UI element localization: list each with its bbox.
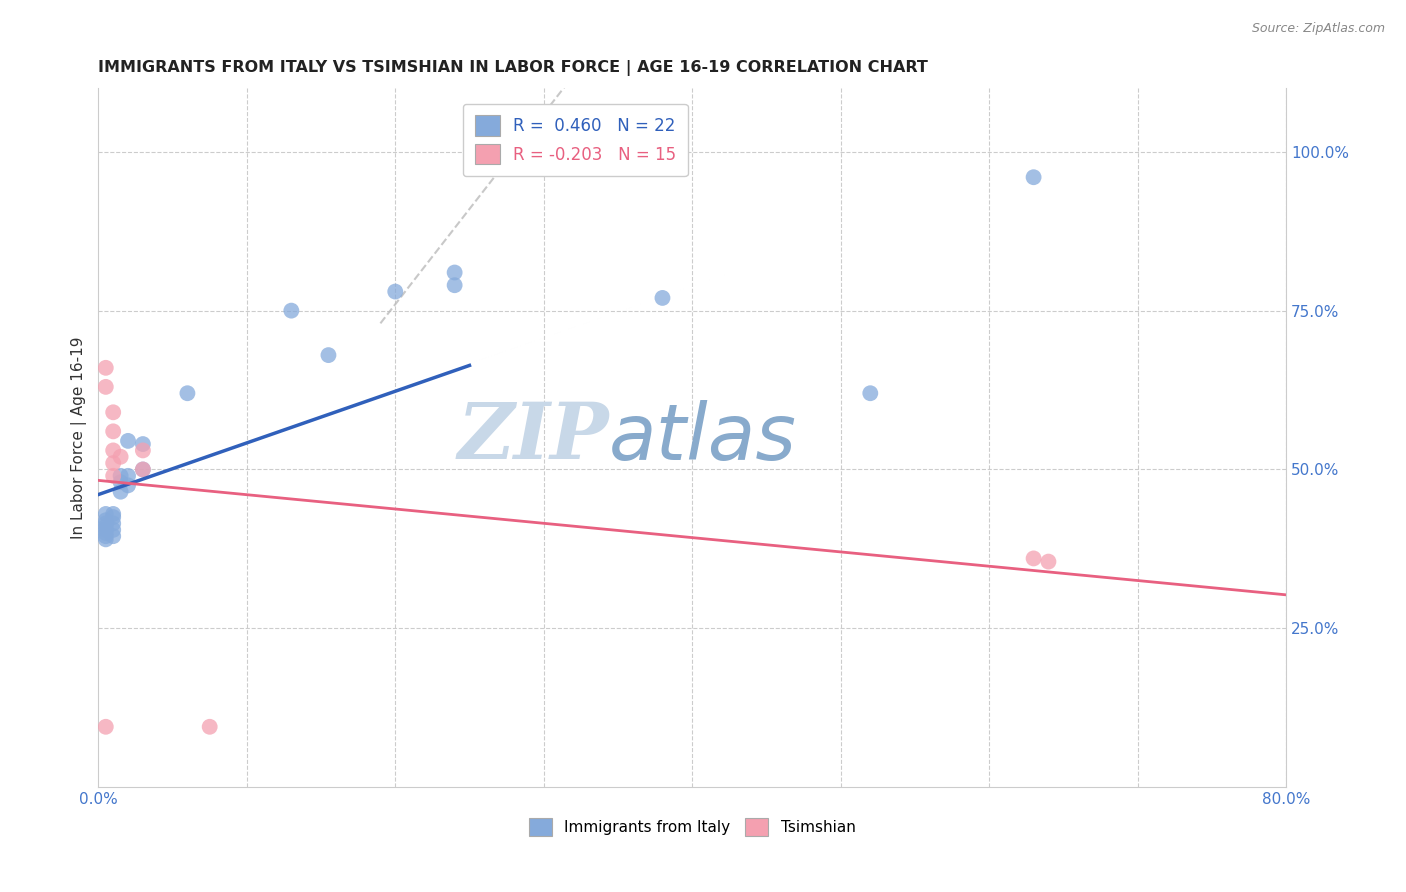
- Point: [132, 443, 155, 458]
- Point: [117, 468, 139, 483]
- Legend: Immigrants from Italy, Tsimshian: Immigrants from Italy, Tsimshian: [523, 812, 862, 842]
- Point: [117, 478, 139, 492]
- Point: [1038, 555, 1060, 569]
- Point: [176, 386, 198, 401]
- Point: [1022, 551, 1045, 566]
- Point: [110, 475, 132, 490]
- Point: [94, 519, 117, 533]
- Point: [103, 456, 125, 470]
- Point: [103, 523, 125, 537]
- Text: Source: ZipAtlas.com: Source: ZipAtlas.com: [1251, 22, 1385, 36]
- Text: ZIP: ZIP: [457, 400, 609, 476]
- Point: [132, 462, 155, 476]
- Point: [318, 348, 340, 362]
- Point: [110, 468, 132, 483]
- Point: [103, 405, 125, 419]
- Point: [94, 507, 117, 521]
- Point: [94, 720, 117, 734]
- Point: [94, 513, 117, 527]
- Point: [132, 437, 155, 451]
- Point: [94, 360, 117, 375]
- Point: [280, 303, 302, 318]
- Point: [110, 450, 132, 464]
- Y-axis label: In Labor Force | Age 16-19: In Labor Force | Age 16-19: [72, 336, 87, 539]
- Point: [859, 386, 882, 401]
- Point: [110, 484, 132, 499]
- Text: IMMIGRANTS FROM ITALY VS TSIMSHIAN IN LABOR FORCE | AGE 16-19 CORRELATION CHART: IMMIGRANTS FROM ITALY VS TSIMSHIAN IN LA…: [98, 60, 928, 76]
- Point: [117, 434, 139, 448]
- Point: [103, 516, 125, 531]
- Point: [103, 443, 125, 458]
- Point: [94, 523, 117, 537]
- Point: [103, 468, 125, 483]
- Point: [198, 720, 221, 734]
- Point: [132, 462, 155, 476]
- Text: atlas: atlas: [609, 400, 797, 475]
- Point: [103, 507, 125, 521]
- Point: [94, 526, 117, 541]
- Point: [443, 278, 465, 293]
- Point: [94, 529, 117, 543]
- Point: [103, 510, 125, 524]
- Point: [651, 291, 673, 305]
- Point: [103, 425, 125, 439]
- Point: [103, 529, 125, 543]
- Point: [1022, 170, 1045, 185]
- Point: [94, 533, 117, 547]
- Point: [443, 266, 465, 280]
- Point: [384, 285, 406, 299]
- Point: [94, 516, 117, 531]
- Point: [94, 380, 117, 394]
